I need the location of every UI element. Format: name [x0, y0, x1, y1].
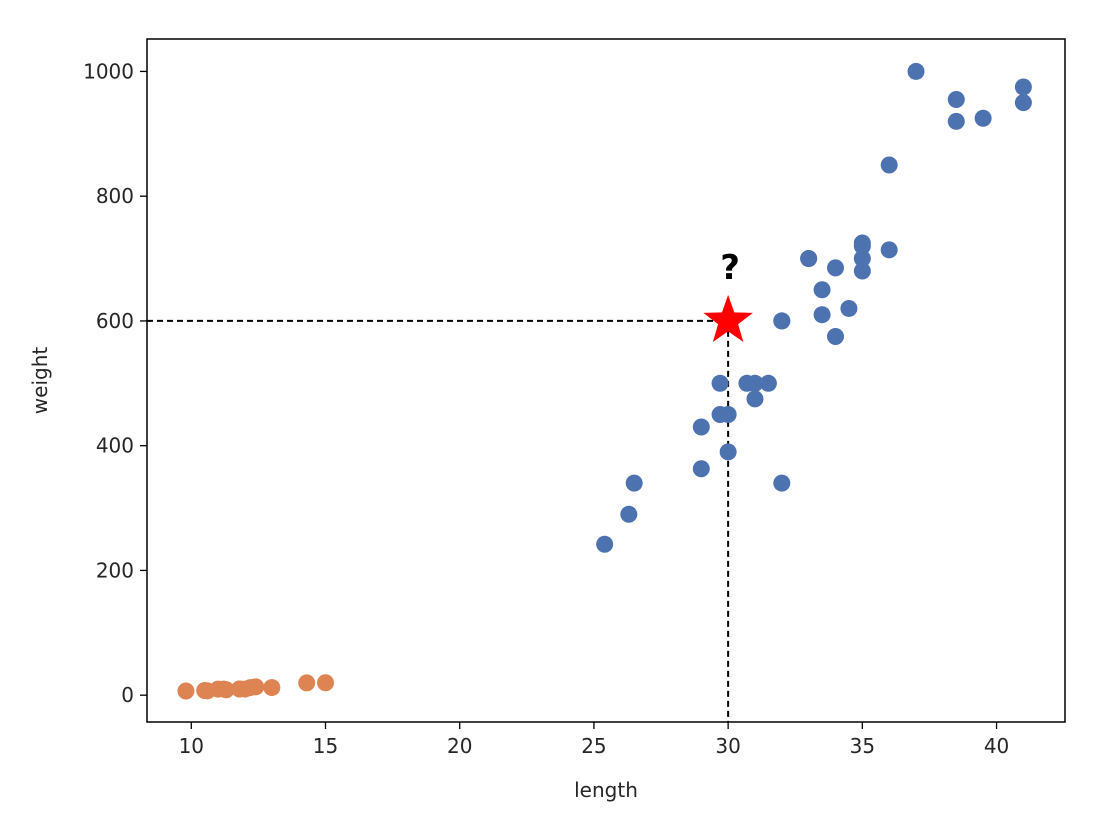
bream-point [813, 281, 831, 299]
bream-point [827, 259, 844, 277]
bream-point [840, 299, 858, 317]
plot-area-frame [146, 38, 1066, 723]
y-tick-label: 1000 [83, 59, 134, 83]
bream-point [719, 443, 737, 461]
y-tick-label: 600 [96, 309, 134, 333]
bream-point [746, 374, 764, 392]
x-tick-label: 30 [715, 734, 740, 758]
bream-point [1014, 78, 1032, 96]
bream-point [800, 250, 818, 268]
data-layer [147, 62, 1032, 722]
bream-point [692, 460, 710, 478]
x-tick-label: 15 [313, 734, 338, 758]
smelt-point [298, 674, 316, 692]
unknown-point-star [703, 294, 753, 342]
bream-point [773, 474, 791, 492]
smelt-point [317, 674, 334, 692]
bream-point [719, 405, 737, 423]
bream-point [620, 505, 638, 523]
bream-point [880, 156, 898, 174]
bream-point [1014, 94, 1032, 112]
x-tick-label: 10 [179, 734, 204, 758]
x-tick-label: 35 [850, 734, 875, 758]
y-tick-label: 800 [96, 184, 134, 208]
bream-point [853, 250, 871, 268]
bream-point [625, 474, 643, 492]
bream-point [711, 374, 729, 392]
unknown-point-question-mark: ? [720, 248, 740, 288]
bream-point [974, 109, 992, 127]
smelt-point [217, 681, 235, 699]
bream-point [692, 418, 710, 436]
bream-point [813, 306, 831, 324]
y-tick-label: 200 [96, 558, 134, 582]
x-tick-label: 20 [447, 734, 472, 758]
y-tick-label: 400 [96, 434, 134, 458]
x-axis-label: length [574, 778, 638, 802]
bream-point [880, 241, 898, 259]
bream-point [746, 390, 764, 408]
x-tick-label: 25 [581, 734, 606, 758]
smelt-point [177, 682, 195, 700]
bream-point [596, 535, 614, 553]
bream-point [853, 262, 871, 280]
smelt-point [247, 678, 265, 696]
bream-point [759, 374, 777, 392]
bream-point [947, 91, 965, 109]
y-tick-label: 0 [121, 683, 134, 707]
bream-point [947, 112, 965, 130]
x-tick-label: 40 [984, 734, 1009, 758]
smelt-point [263, 679, 281, 697]
bream-point [907, 62, 925, 80]
bream-point [853, 237, 871, 255]
bream-point [773, 312, 791, 330]
bream-point [827, 328, 844, 346]
y-axis-label: weight [28, 347, 52, 415]
